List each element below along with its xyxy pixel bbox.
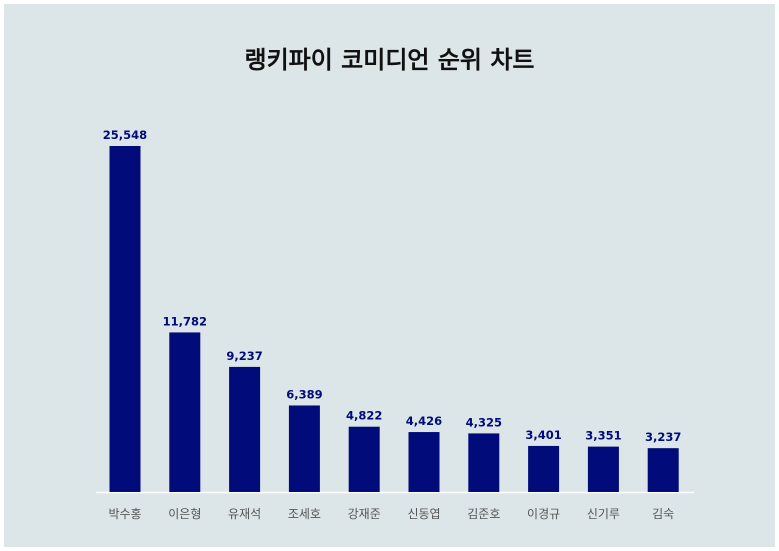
bar-신기루	[587, 446, 619, 492]
category-label: 김준호	[467, 507, 500, 521]
bar-이경규	[528, 445, 560, 492]
bar-chart: 25,548 박수홍 11,782 이은형 9,237 유재석 6,389 조세호 4,822 강…	[96, 128, 694, 521]
value-label: 4,426	[406, 414, 442, 428]
category-label: 박수홍	[108, 507, 141, 521]
category-label: 조세호	[288, 507, 321, 521]
value-label: 25,548	[103, 128, 147, 142]
category-label: 신동엽	[407, 507, 440, 521]
value-label: 9,237	[226, 349, 262, 363]
bar-조세호	[288, 405, 320, 492]
bar-박수홍	[109, 146, 141, 492]
value-label: 3,401	[525, 428, 561, 442]
bar-강재준	[348, 426, 380, 492]
value-label: 3,237	[645, 430, 681, 444]
value-label: 11,782	[163, 314, 207, 328]
bar-김준호	[468, 433, 500, 492]
category-label: 이경규	[527, 507, 560, 521]
category-label: 이은형	[168, 507, 201, 521]
chart-title: 랭키파이 코미디언 순위 차트	[244, 46, 535, 74]
bar-신동엽	[408, 432, 440, 492]
bar-김숙	[647, 448, 679, 492]
category-label: 신기루	[587, 507, 620, 521]
category-label: 김숙	[652, 507, 674, 521]
value-label: 3,351	[585, 429, 621, 443]
category-label: 유재석	[228, 507, 261, 521]
value-label: 4,822	[346, 409, 382, 423]
bar-유재석	[229, 366, 261, 492]
value-label: 4,325	[466, 415, 502, 429]
category-label: 강재준	[348, 507, 381, 521]
bar-이은형	[169, 332, 201, 492]
chart-background: 랭키파이 코미디언 순위 차트 25,548 박수홍 11,782 이은형 9,237 유…	[4, 4, 775, 547]
value-label: 6,389	[286, 387, 322, 401]
